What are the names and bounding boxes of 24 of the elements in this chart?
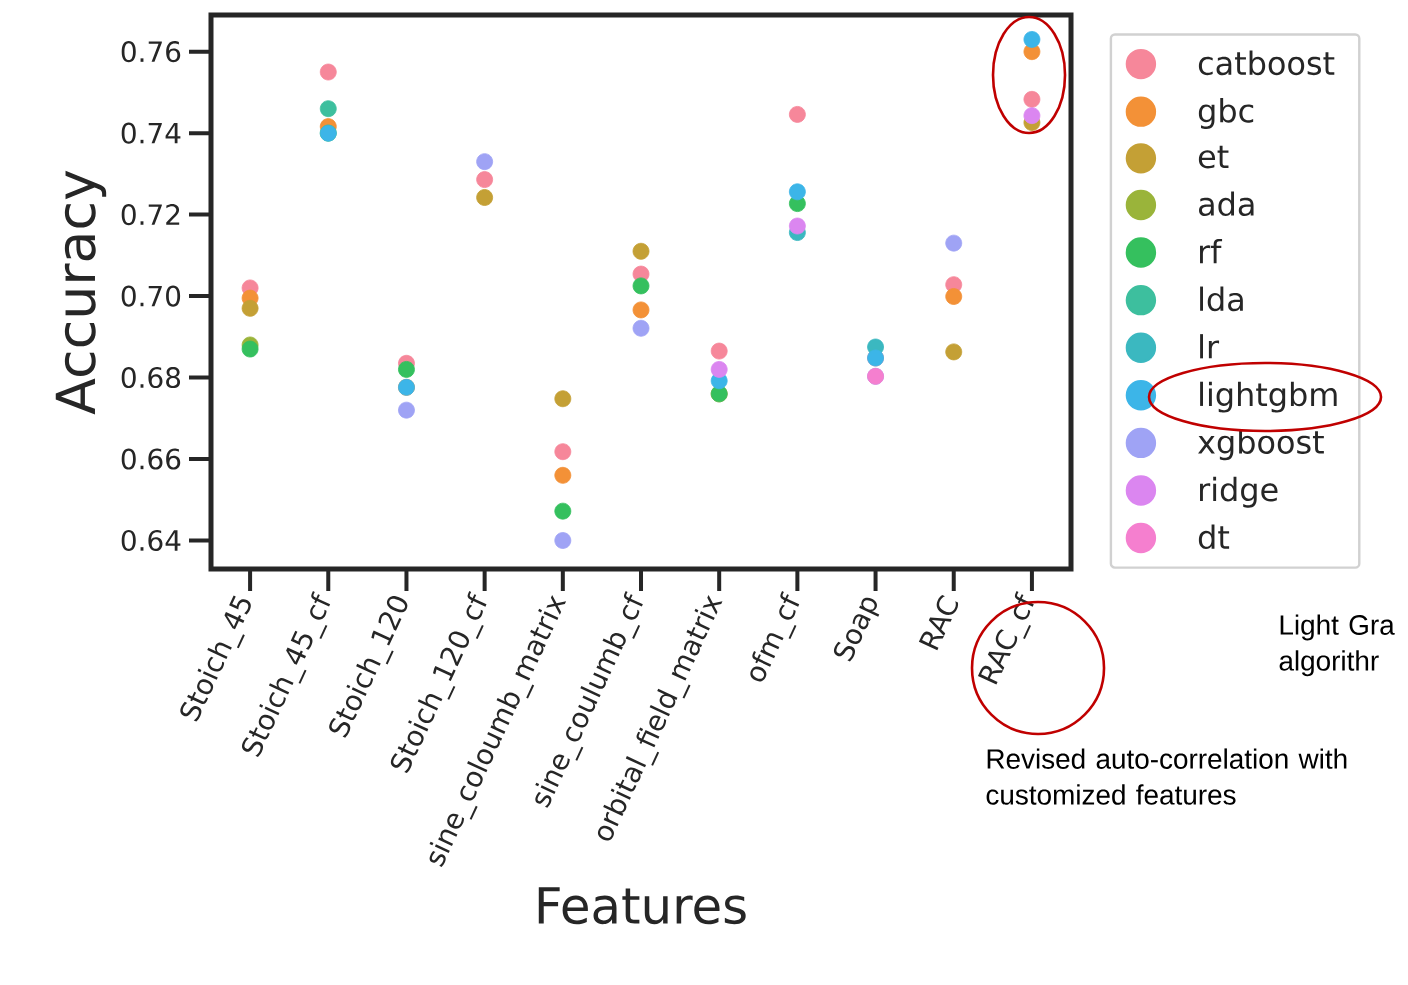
- x-tick-label: RAC: [918, 595, 959, 651]
- legend-label: lightgbm: [1200, 381, 1337, 413]
- legend-label: lr: [1200, 334, 1220, 359]
- legend-label: ridge: [1200, 476, 1278, 508]
- x-tick-label: Soap: [833, 597, 880, 662]
- legend-label: dt: [1198, 524, 1230, 550]
- legend-label: gbc: [1198, 98, 1254, 129]
- x-axis-title: Features: [538, 887, 746, 925]
- y-tick-label: 0.72: [121, 204, 180, 226]
- legend-label: catboost: [1198, 50, 1335, 76]
- legend-label: et: [1198, 145, 1229, 169]
- y-axis-title: Accuracy: [55, 170, 107, 415]
- text: Light Gra algorithr: [1279, 614, 1395, 677]
- y-tick-label: 0.76: [121, 41, 181, 63]
- y-tick-label: 0.64: [121, 529, 181, 552]
- y-tick-label: 0.70: [121, 285, 181, 307]
- y-tick-label: 0.68: [121, 366, 181, 389]
- legend-label: xgboost: [1198, 429, 1324, 461]
- text: Revised auto-correlation with customized features: [986, 748, 1347, 805]
- legend-label: lda: [1200, 286, 1243, 312]
- y-tick-label: 0.74: [121, 122, 181, 144]
- legend-label: rf: [1200, 238, 1223, 264]
- y-tick-label: 0.66: [121, 448, 181, 470]
- legend-label: ada: [1199, 191, 1254, 217]
